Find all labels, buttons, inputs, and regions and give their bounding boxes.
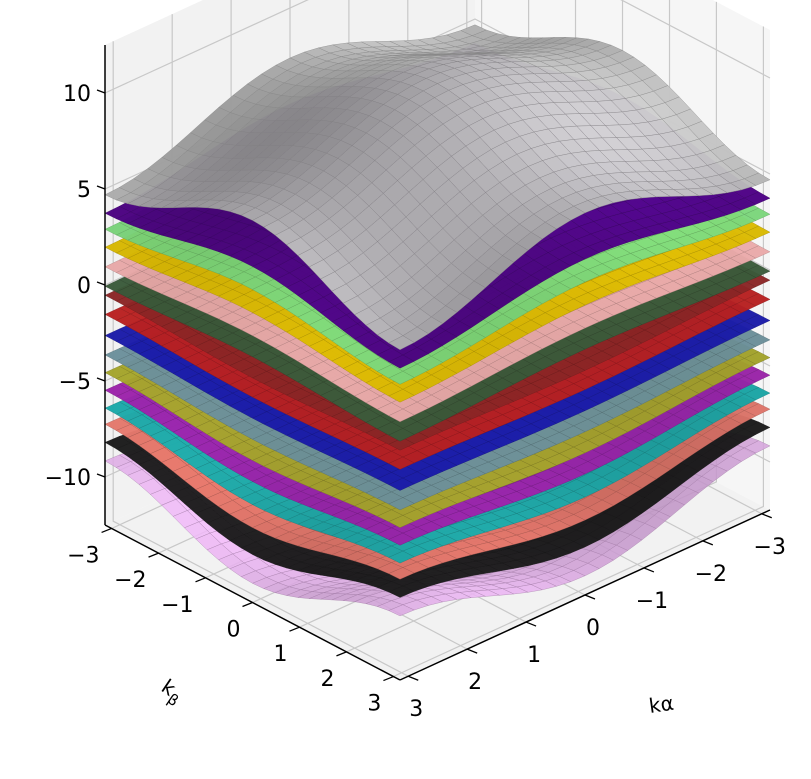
surfaces <box>104 24 771 617</box>
grid-line-z <box>104 0 771 94</box>
grid-line-y <box>393 26 765 678</box>
grid-line-x <box>112 41 409 677</box>
surface-cell <box>388 604 415 617</box>
